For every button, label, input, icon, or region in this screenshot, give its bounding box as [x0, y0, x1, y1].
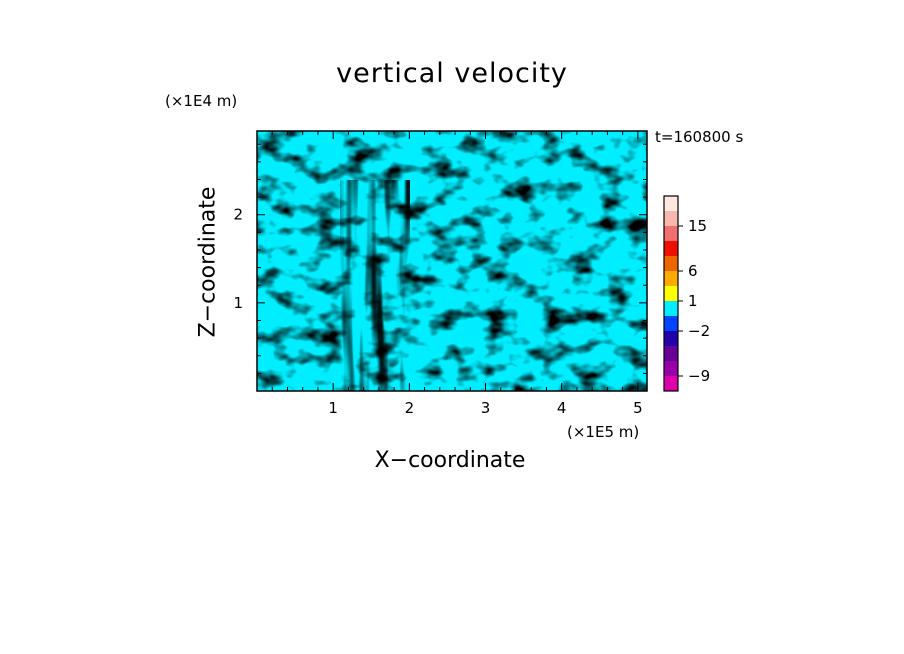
y-tick-label: 1: [233, 294, 243, 312]
y-axis-unit: (×1E4 m): [165, 92, 238, 110]
colorbar-label: −2: [688, 322, 710, 340]
x-tick-label: 3: [481, 399, 491, 417]
y-tick-label: 2: [233, 206, 243, 224]
colorbar-label: −9: [688, 367, 710, 385]
x-axis-unit: (×1E5 m): [567, 423, 640, 441]
colorbar-label: 1: [688, 292, 698, 310]
colorbar-swatch: [664, 226, 678, 242]
colorbar-swatch: [664, 316, 678, 332]
colorbar-swatch: [664, 301, 678, 317]
colorbar: 15 6 1 −2 −9: [663, 195, 710, 392]
chart-title: vertical velocity: [336, 58, 568, 89]
colorbar-label: 15: [688, 217, 707, 235]
x-tick-label: 5: [633, 399, 643, 417]
colorbar-swatch: [664, 361, 678, 377]
field-pattern: [257, 131, 647, 391]
colorbar-swatch: [664, 271, 678, 287]
colorbar-swatch: [664, 196, 678, 212]
colorbar-frame: [663, 195, 679, 392]
time-annotation: t=160800 s: [655, 128, 744, 146]
colorbar-label: 6: [688, 262, 698, 280]
colorbar-swatch: [664, 241, 678, 257]
x-tick-label: 1: [328, 399, 338, 417]
y-ticks: 12: [233, 143, 647, 374]
velocity-field: [257, 131, 647, 391]
x-axis-label: X−coordinate: [374, 448, 526, 473]
colorbar-swatch: [664, 376, 678, 392]
x-tick-label: 4: [557, 399, 567, 417]
x-tick-label: 2: [405, 399, 415, 417]
colorbar-swatch: [664, 346, 678, 362]
colorbar-swatch: [664, 256, 678, 272]
x-ticks: 1 2 3 4 5: [271, 131, 643, 417]
colorbar-swatch: [664, 331, 678, 347]
field-streaks: [340, 180, 410, 391]
colorbar-swatch: [664, 286, 678, 302]
colorbar-swatch: [664, 211, 678, 227]
plot-frame: [256, 130, 648, 392]
